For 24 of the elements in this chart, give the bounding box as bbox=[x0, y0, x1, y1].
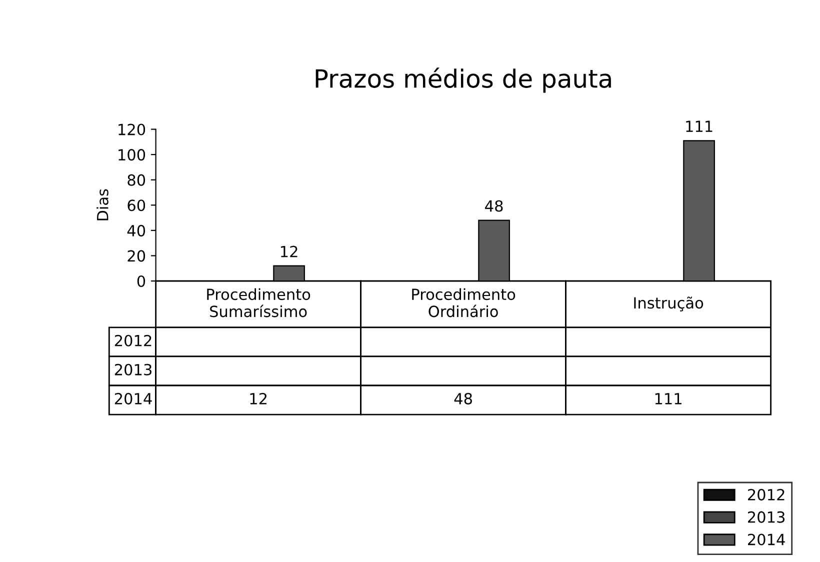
text: 111 bbox=[655, 393, 682, 404]
chart-title: Prazos médios de pauta bbox=[316, 68, 611, 93]
legend-label: 2013 bbox=[748, 511, 785, 523]
x-tick-label: Procedimento Sumaríssimo bbox=[207, 288, 310, 318]
y-tick-label: 40 bbox=[127, 224, 146, 236]
text: 2012 bbox=[114, 334, 152, 346]
data-label: 12 bbox=[281, 246, 298, 258]
data-label: 48 bbox=[485, 200, 503, 212]
text: 2013 bbox=[114, 364, 152, 376]
y-tick-label: 120 bbox=[118, 124, 146, 136]
text: 48 bbox=[454, 392, 472, 404]
x-tick-label: Instrução bbox=[634, 296, 704, 312]
text: 12 bbox=[250, 392, 266, 404]
y-tick-label: 20 bbox=[128, 250, 146, 262]
y-tick-label: 100 bbox=[118, 149, 146, 161]
legend-label: 2014 bbox=[748, 534, 785, 546]
y-tick-label: 0 bbox=[137, 275, 146, 288]
y-tick-label: 80 bbox=[128, 174, 146, 186]
y-tick-label: 60 bbox=[128, 200, 146, 212]
data-label: 111 bbox=[686, 120, 712, 132]
legend-label: 2012 bbox=[748, 488, 784, 500]
y-axis-title: Dias bbox=[96, 189, 108, 220]
x-tick-label: Procedimento Ordinário bbox=[412, 288, 516, 318]
text: 2014 bbox=[114, 392, 152, 404]
